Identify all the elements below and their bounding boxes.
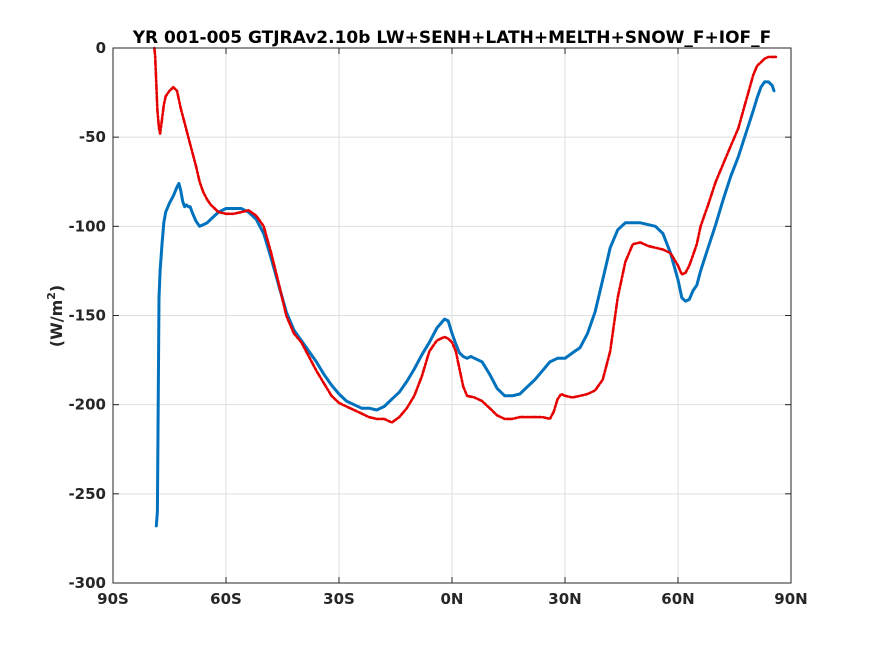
x-tick-label: 60N bbox=[661, 590, 694, 608]
grid-lines bbox=[113, 48, 791, 583]
y-axis-label: (W/m2) bbox=[45, 285, 66, 347]
y-tick-label: -300 bbox=[68, 574, 106, 592]
y-tick-label: -200 bbox=[68, 396, 106, 414]
series-line-red-dashed bbox=[153, 46, 778, 424]
x-tick-label: 90S bbox=[97, 590, 129, 608]
chart-title: YR 001-005 GTJRAv2.10b LW+SENH+LATH+MELT… bbox=[132, 28, 772, 48]
y-tick-label: -250 bbox=[68, 485, 106, 503]
x-tick-label: 0N bbox=[441, 590, 464, 608]
y-tick-label: 0 bbox=[96, 39, 106, 57]
y-tick-label: -50 bbox=[79, 128, 106, 146]
y-tick-label: -100 bbox=[68, 217, 106, 235]
axis-ticks: 90S 60S 30S 0N 30N 60N 90N 0 -50 -100 -150 -200 -250… bbox=[68, 39, 807, 608]
x-tick-label: 30S bbox=[323, 590, 355, 608]
plot-area bbox=[153, 46, 778, 528]
x-tick-label: 30N bbox=[548, 590, 581, 608]
x-tick-label: 60S bbox=[210, 590, 242, 608]
y-tick-label: -150 bbox=[68, 307, 106, 325]
series-line-blue bbox=[154, 80, 776, 528]
x-tick-label: 90N bbox=[774, 590, 807, 608]
